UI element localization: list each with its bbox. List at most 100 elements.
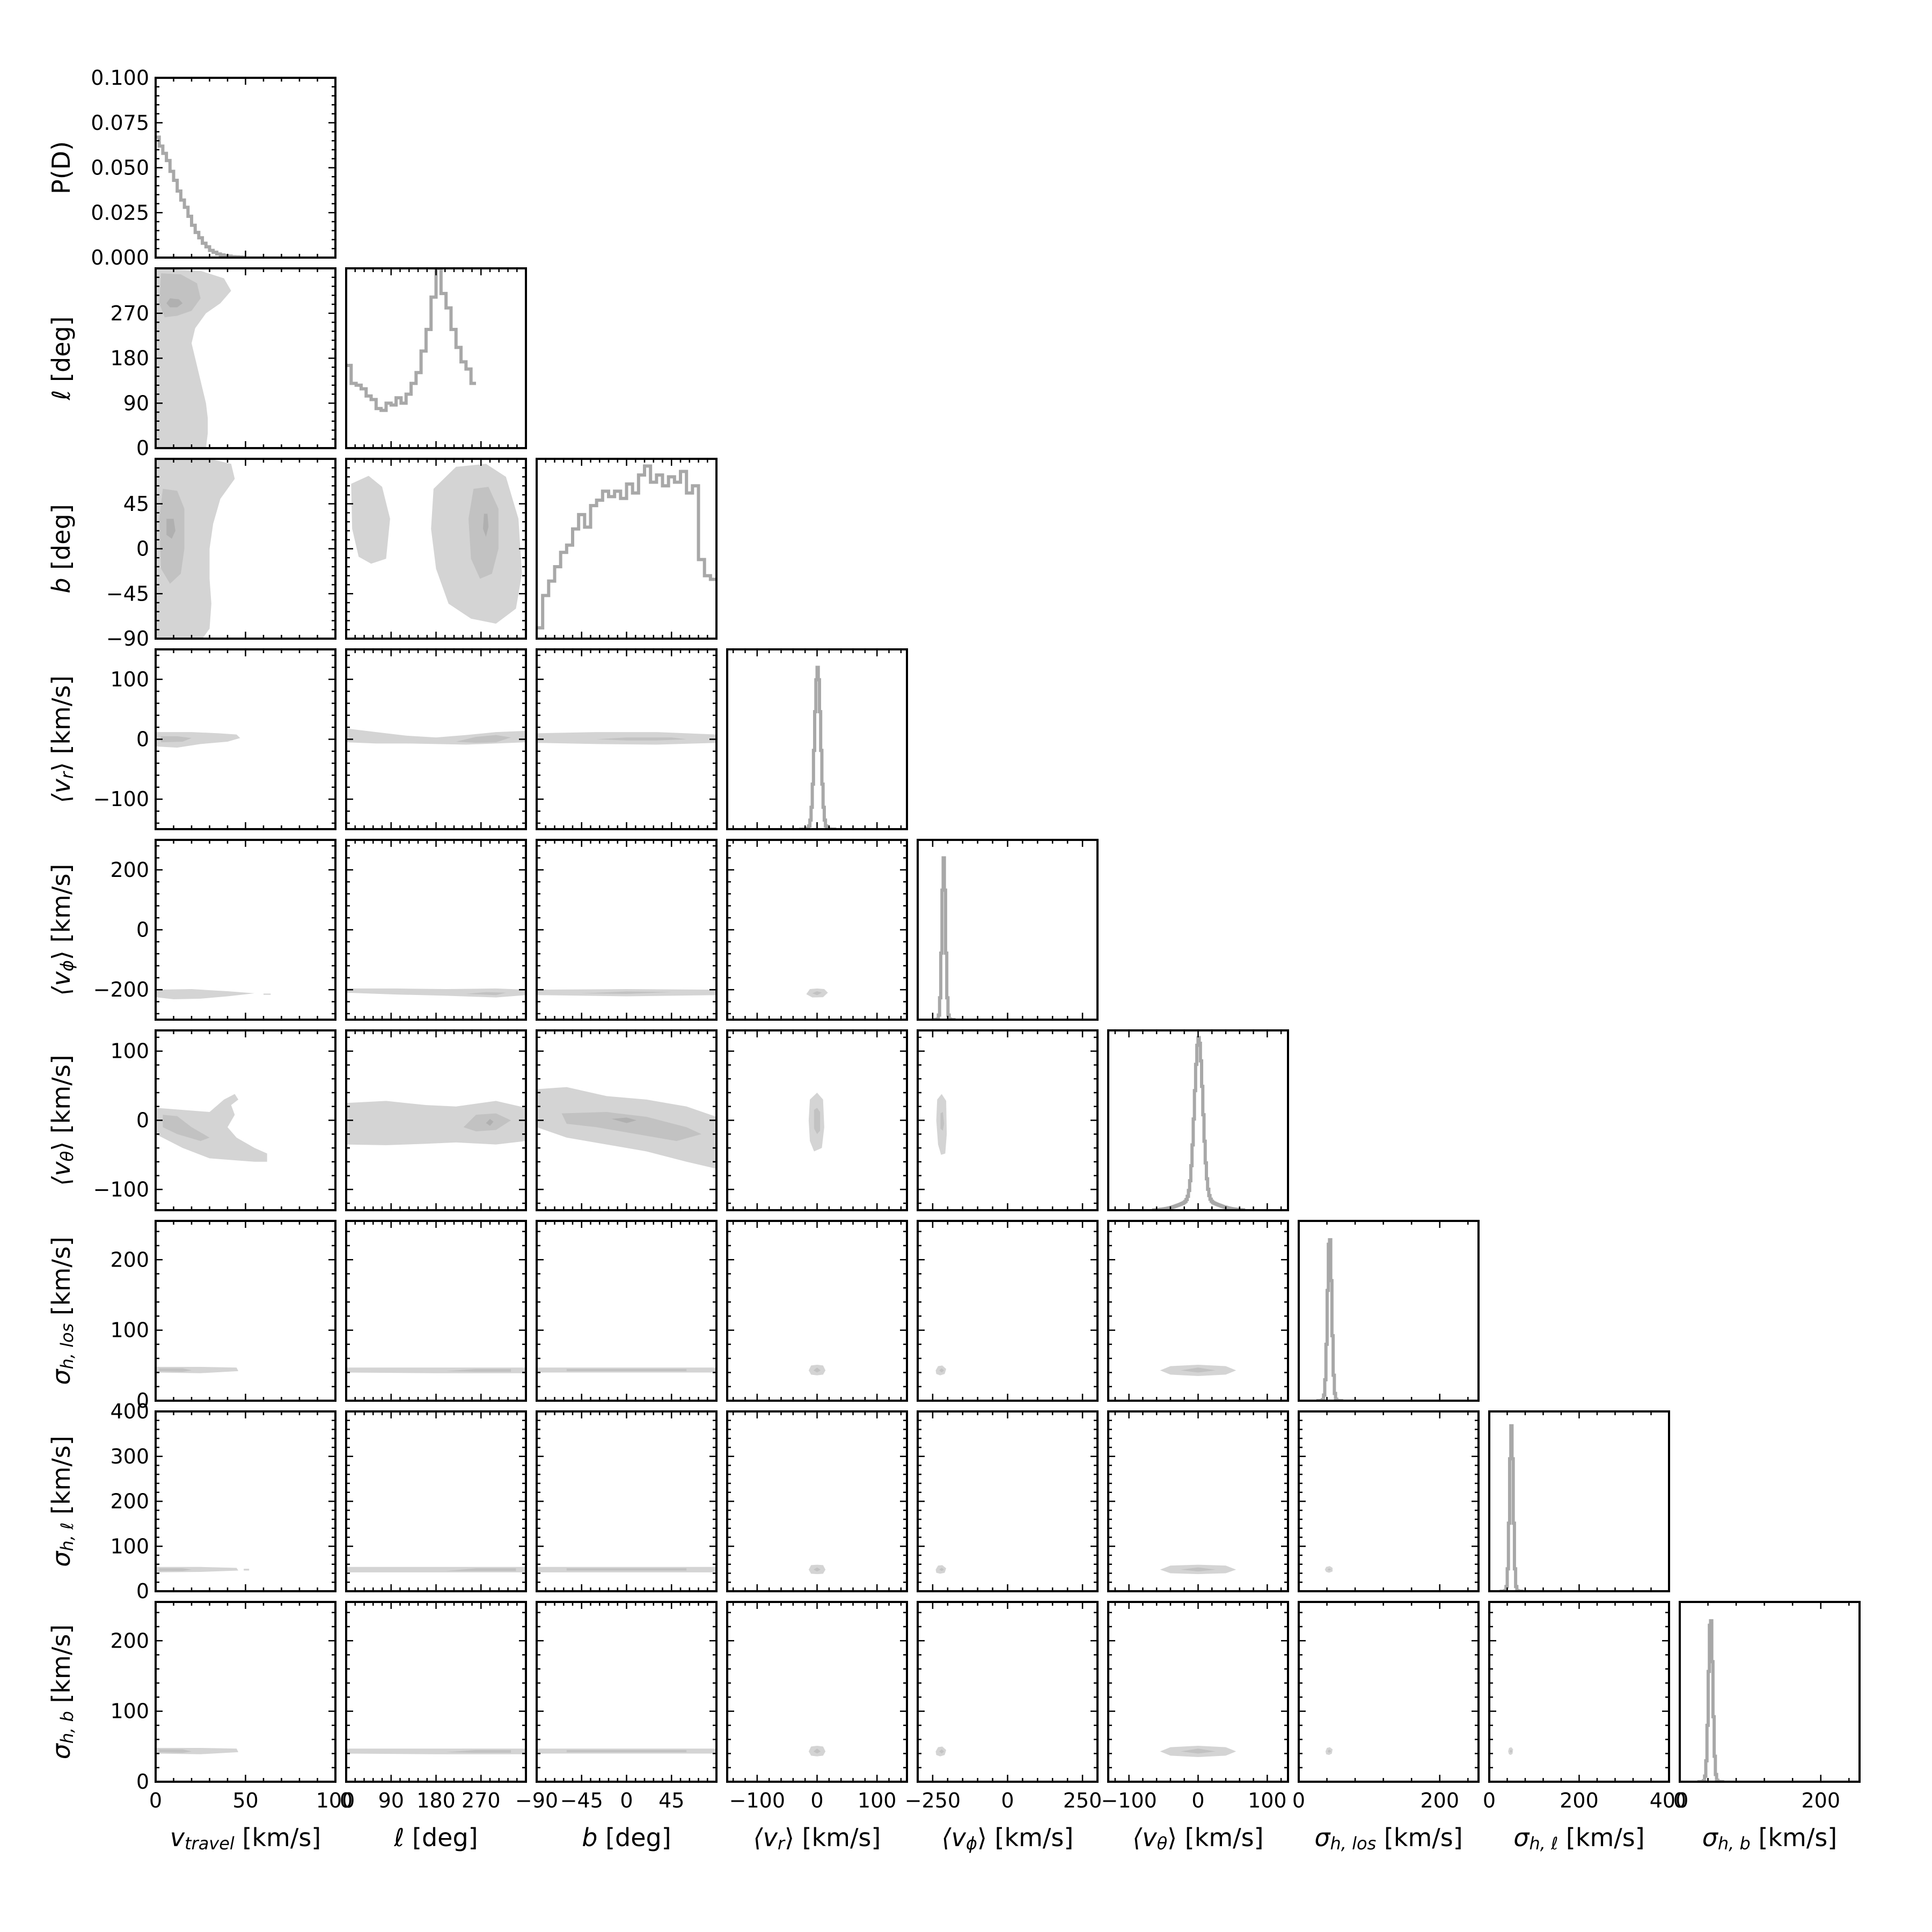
x-axis-label-l: ℓ [deg] — [393, 1823, 478, 1852]
contour-vtravel-shlos-1 — [159, 1368, 192, 1372]
panel-shlos-shb: 0 200 — [1292, 1601, 1480, 1812]
contour-l-vr-1 — [456, 735, 511, 743]
panel-vtravel-l: 0 90 180 270 — [110, 267, 336, 460]
panel-frame — [1679, 1601, 1861, 1783]
panel-vphi-shlos — [917, 1220, 1099, 1402]
y-tick-label: 90 — [123, 391, 149, 415]
histogram-b — [537, 464, 716, 630]
contour-vtravel-vphi-1 — [264, 993, 271, 995]
x-axis-label-shl: σh, ℓ [km/s] — [1513, 1823, 1644, 1854]
x-tick-label: 0 — [1001, 1789, 1014, 1812]
y-tick-label: 0 — [136, 537, 149, 561]
contour-vtheta-shb-1 — [1181, 1748, 1216, 1754]
panel-vphi-shl — [917, 1410, 1099, 1592]
contour-vtravel-l-2 — [166, 298, 183, 308]
contour-shl-shb-1 — [1510, 1749, 1512, 1753]
contour-vphi-shl-1 — [939, 1568, 945, 1571]
histogram-shb — [1697, 1619, 1724, 1782]
panel-vtheta-shlos — [1107, 1220, 1289, 1402]
panel-l-vphi — [345, 839, 527, 1021]
contour-vphi-shb-1 — [939, 1749, 945, 1754]
y-axis-label-vr: ⟨vr⟩ [km/s] — [47, 676, 77, 803]
panel-l-shl — [345, 1410, 527, 1592]
y-tick-label: 200 — [110, 1490, 149, 1513]
panel-shlos-shlos — [1298, 1220, 1480, 1402]
panel-shl-shl — [1488, 1410, 1670, 1592]
panel-vr-shb: −100 0 100 — [726, 1601, 908, 1812]
x-tick-label: 50 — [232, 1789, 258, 1812]
contour-b-shl-1 — [566, 1568, 687, 1571]
panel-vtravel-vphi: −200 0 200 — [93, 839, 336, 1021]
x-tick-label: 180 — [416, 1789, 456, 1812]
y-axis-label-pd: P(D) — [47, 141, 76, 194]
panel-frame — [536, 1601, 718, 1783]
x-axis-label-vphi: ⟨vϕ⟩ [km/s] — [942, 1823, 1074, 1854]
contour-vtravel-vr-0 — [156, 732, 240, 748]
x-tick-label: −100 — [1101, 1789, 1157, 1812]
y-tick-label: −45 — [106, 582, 149, 605]
panel-vtheta-shl — [1107, 1410, 1289, 1592]
contour-vr-shl-1 — [813, 1567, 821, 1572]
panel-vtravel-vr: −100 0 100 — [93, 648, 336, 830]
y-tick-label: 0.000 — [91, 246, 149, 269]
contour-vtravel-vphi-0 — [156, 989, 255, 1000]
contour-b-vr-1 — [596, 737, 687, 741]
contour-l-shb-1 — [446, 1750, 511, 1753]
y-tick-label: 0.050 — [91, 156, 149, 180]
x-tick-label: 0 — [810, 1789, 823, 1812]
y-axis-label-vphi: ⟨vϕ⟩ [km/s] — [47, 864, 77, 996]
panel-shl-shb: 0 200 400 — [1483, 1601, 1688, 1812]
contour-vtravel-vtheta-0 — [156, 1094, 267, 1162]
contour-vphi-vtheta-1 — [940, 1112, 945, 1131]
y-tick-label: 0 — [136, 918, 149, 942]
panel-vtravel-vtravel: 0.000 0.025 0.050 0.075 0.100 — [91, 66, 336, 269]
y-tick-label: 400 — [110, 1400, 149, 1423]
x-tick-label: −250 — [905, 1789, 961, 1812]
panel-vtravel-b: −90 −45 0 45 — [106, 458, 336, 650]
y-tick-label: 0 — [136, 436, 149, 460]
contour-b-shlos-1 — [566, 1368, 687, 1371]
y-tick-label: 0 — [136, 1770, 149, 1794]
y-tick-label: 0.075 — [91, 111, 149, 135]
y-axis-label-shlos: σh, los [km/s] — [47, 1236, 77, 1385]
y-axis-label-b: b [deg] — [47, 504, 76, 593]
x-tick-label: 100 — [316, 1789, 355, 1812]
panel-b-shl — [536, 1410, 718, 1592]
histogram-vtheta — [1152, 1036, 1246, 1210]
panel-b-vr — [536, 648, 718, 830]
panel-vphi-vtheta — [917, 1029, 1099, 1211]
panel-l-shb: 0 90 180 270 — [340, 1601, 527, 1812]
y-tick-label: 100 — [110, 1040, 149, 1063]
panel-frame — [155, 77, 336, 259]
contour-shlos-shl-1 — [1327, 1568, 1331, 1571]
x-tick-label: 200 — [1560, 1789, 1599, 1812]
x-tick-label: 0 — [149, 1789, 162, 1812]
contour-l-shl-1 — [446, 1568, 516, 1571]
panel-vphi-shb: −250 0 250 — [905, 1601, 1102, 1812]
y-tick-label: 180 — [110, 347, 149, 370]
x-tick-label: 100 — [858, 1789, 897, 1812]
panel-frame — [726, 1410, 908, 1592]
panel-vtravel-vtheta: −100 0 100 — [93, 1029, 336, 1211]
y-tick-label: −90 — [106, 627, 149, 650]
contour-b-vtheta-2 — [611, 1117, 637, 1123]
panel-vr-shlos — [726, 1220, 908, 1402]
y-axis-label-shl: σh, ℓ [km/s] — [47, 1436, 77, 1567]
x-tick-label: 200 — [1420, 1789, 1459, 1812]
panel-frame — [1488, 1601, 1670, 1783]
y-axis-label-shb: σh, b [km/s] — [47, 1624, 77, 1760]
x-tick-label: 90 — [378, 1789, 404, 1812]
contour-vr-shb-1 — [813, 1748, 821, 1754]
panel-frame — [1298, 1410, 1480, 1592]
contour-vr-vtheta-1 — [814, 1108, 821, 1135]
y-tick-label: 0 — [136, 1389, 149, 1413]
y-tick-label: 100 — [110, 668, 149, 691]
panel-vr-vr — [726, 648, 908, 830]
y-axis-label-l: ℓ [deg] — [47, 316, 76, 400]
x-tick-label: 0 — [620, 1789, 633, 1812]
x-tick-label: 0 — [1191, 1789, 1204, 1812]
contour-b-vtheta-1 — [561, 1112, 702, 1141]
panel-b-b — [536, 458, 718, 640]
contour-vr-vphi-1 — [812, 991, 822, 996]
panel-frame — [1298, 1601, 1480, 1783]
